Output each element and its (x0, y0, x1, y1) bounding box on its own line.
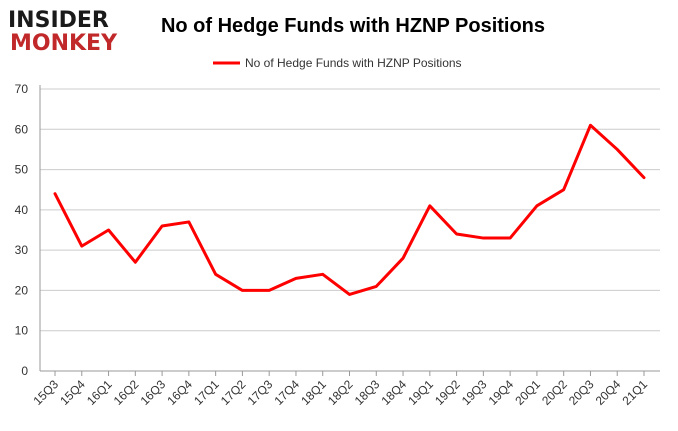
y-tick-label-10: 10 (15, 324, 29, 338)
insider-monkey-logo: INSIDER MONKEY (8, 8, 118, 56)
x-tick-label-17Q3: 17Q3 (245, 377, 276, 408)
x-tick-label-17Q2: 17Q2 (218, 377, 249, 408)
logo-line-2: MONKEY (10, 31, 118, 56)
x-tick-label-18Q1: 18Q1 (298, 377, 329, 408)
x-tick-label-17Q1: 17Q1 (191, 377, 222, 408)
x-tick-label-20Q1: 20Q1 (512, 377, 543, 408)
x-tick-label-20Q3: 20Q3 (566, 377, 597, 408)
x-tick-label-19Q2: 19Q2 (432, 377, 463, 408)
x-tick-label-19Q1: 19Q1 (405, 377, 436, 408)
x-tick-label-17Q4: 17Q4 (271, 377, 302, 408)
x-tick-label-18Q2: 18Q2 (325, 377, 356, 408)
series-line-group (53, 123, 646, 296)
x-tick-label-16Q1: 16Q1 (84, 377, 115, 408)
x-tick-label-16Q4: 16Q4 (164, 377, 195, 408)
y-tick-label-60: 60 (15, 122, 29, 136)
legend-label: No of Hedge Funds with HZNP Positions (245, 56, 462, 70)
y-tick-label-20: 20 (15, 283, 29, 297)
legend: No of Hedge Funds with HZNP Positions (213, 56, 462, 70)
axes (39, 85, 660, 376)
x-tick-label-18Q4: 18Q4 (379, 377, 410, 408)
x-tick-label-19Q3: 19Q3 (459, 377, 490, 408)
x-tick-label-20Q2: 20Q2 (539, 377, 570, 408)
x-tick-label-16Q3: 16Q3 (138, 377, 169, 408)
y-tick-label-0: 0 (21, 364, 28, 378)
x-tick-label-20Q4: 20Q4 (593, 377, 624, 408)
y-tick-label-70: 70 (15, 82, 29, 96)
x-tick-label-19Q4: 19Q4 (486, 377, 517, 408)
x-tick-labels: 15Q315Q416Q116Q216Q316Q417Q117Q217Q317Q4… (30, 377, 650, 408)
x-tick-label-15Q4: 15Q4 (57, 377, 88, 408)
y-tick-labels: 0 10 20 30 40 50 60 70 (15, 82, 29, 378)
x-tick-label-16Q2: 16Q2 (111, 377, 142, 408)
x-tick-label-15Q3: 15Q3 (30, 377, 61, 408)
y-tick-label-40: 40 (15, 203, 29, 217)
chart-title: No of Hedge Funds with HZNP Positions (161, 15, 545, 37)
y-tick-label-30: 30 (15, 243, 29, 257)
x-tick-label-21Q1: 21Q1 (619, 377, 650, 408)
x-tick-label-18Q3: 18Q3 (352, 377, 383, 408)
y-tick-label-50: 50 (15, 163, 29, 177)
logo-line-1: INSIDER (8, 8, 109, 33)
